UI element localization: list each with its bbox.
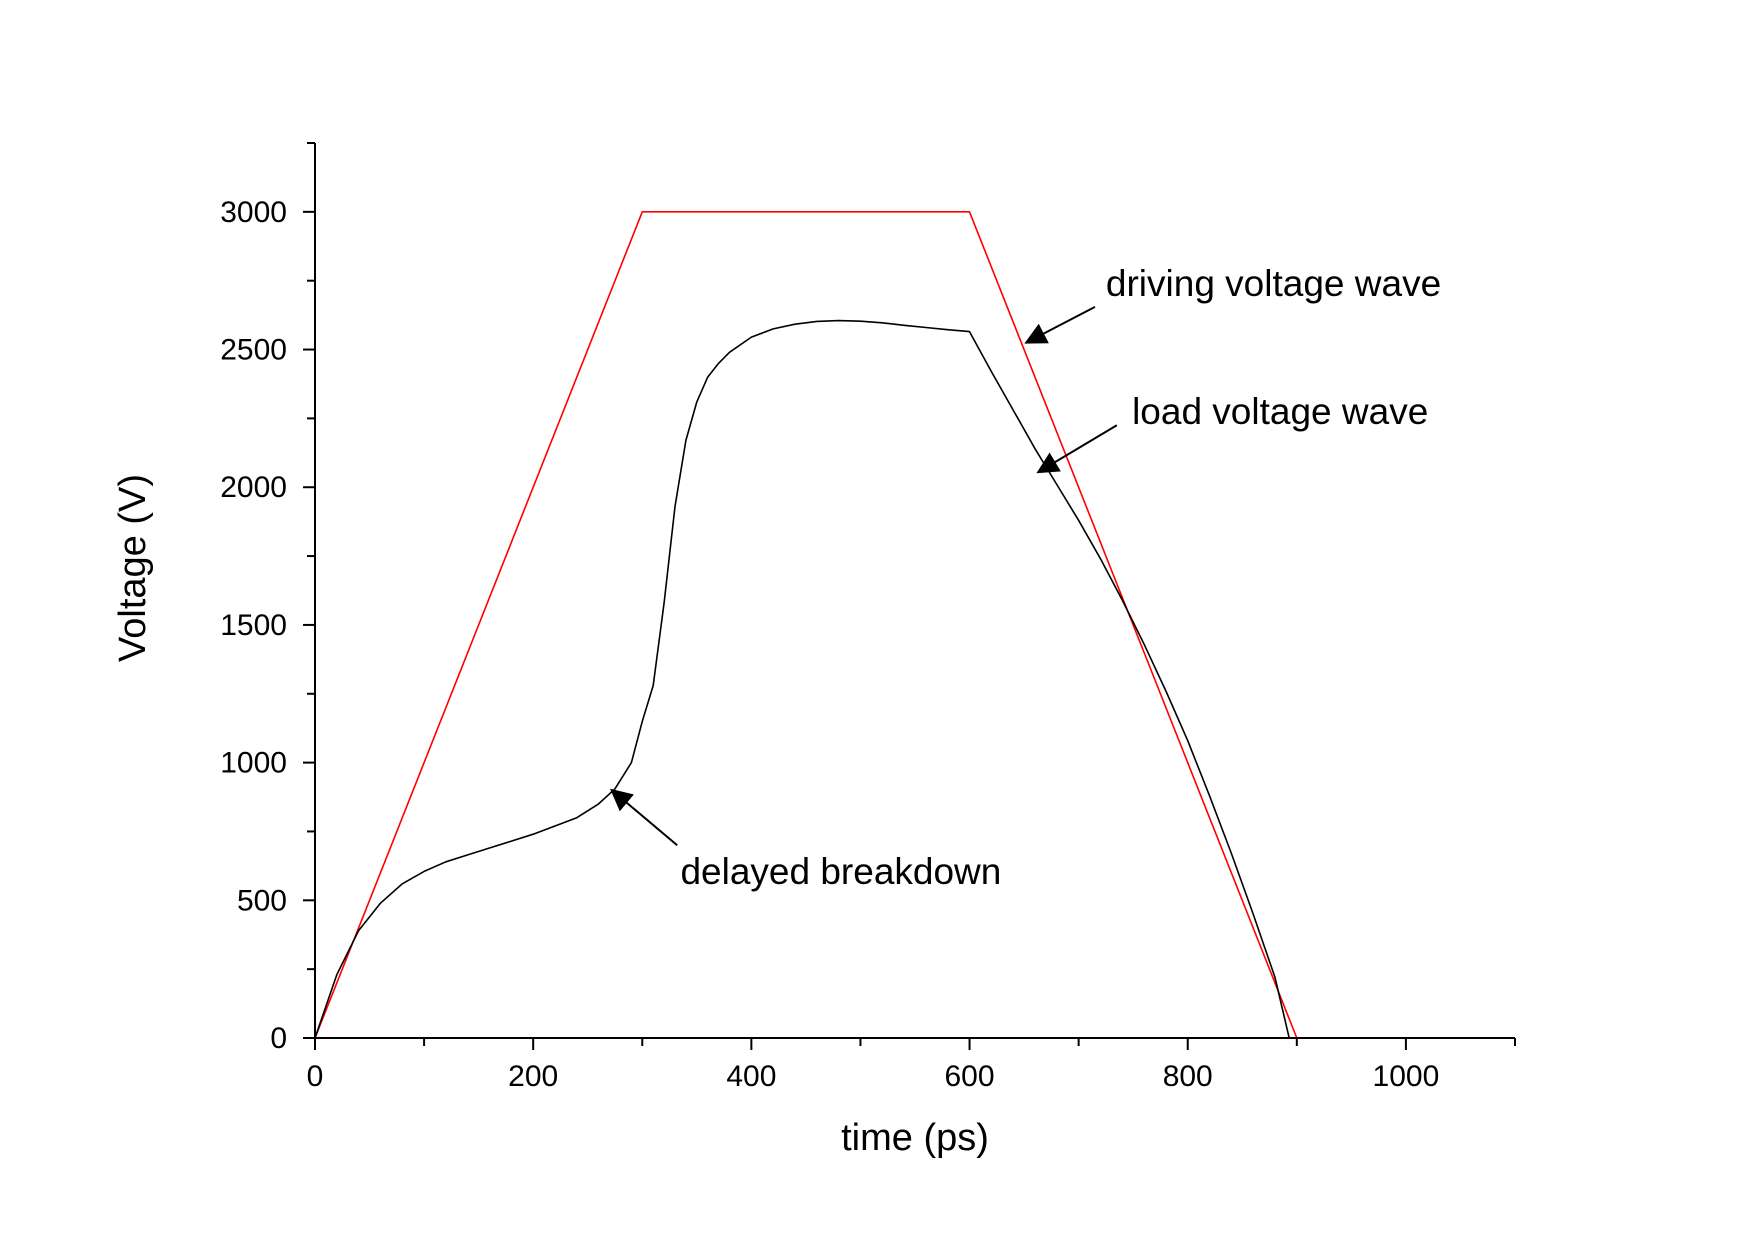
y-tick-label: 500 <box>237 884 287 917</box>
y-tick-label: 0 <box>270 1022 287 1055</box>
series-line-1 <box>314 211 1406 1039</box>
annotation-arrow-1 <box>1024 305 1096 344</box>
annotations: driving voltage wave load voltage wave del… <box>610 263 1441 892</box>
y-axis-title: Voltage (V) <box>112 474 154 662</box>
annotation-label-1: driving voltage wave <box>1106 263 1441 304</box>
axes: 0 200 400 600 800 1000 0 500 1000 1500 2000 2500 300… <box>220 142 1516 1093</box>
annotation-label-3: delayed breakdown <box>680 851 1001 892</box>
x-tick-label: 0 <box>307 1060 324 1093</box>
y-tick-label: 1500 <box>220 609 287 642</box>
y-tick-label: 1000 <box>220 747 287 780</box>
y-tick-label: 3000 <box>220 196 287 229</box>
annotation-label-2: load voltage wave <box>1132 391 1428 432</box>
y-tick-label: 2000 <box>220 471 287 504</box>
x-tick-label: 600 <box>945 1060 995 1093</box>
x-tick-label: 200 <box>508 1060 558 1093</box>
plot-area <box>314 211 1406 1039</box>
annotation-arrow-3 <box>610 788 678 846</box>
x-tick-label: 400 <box>726 1060 776 1093</box>
y-tick-label: 2500 <box>220 334 287 367</box>
series-line-2 <box>314 319 1290 1039</box>
annotation-arrow-2 <box>1036 424 1118 474</box>
x-tick-label: 800 <box>1163 1060 1213 1093</box>
x-tick-label: 1000 <box>1373 1060 1440 1093</box>
x-axis-title: time (ps) <box>841 1117 989 1159</box>
